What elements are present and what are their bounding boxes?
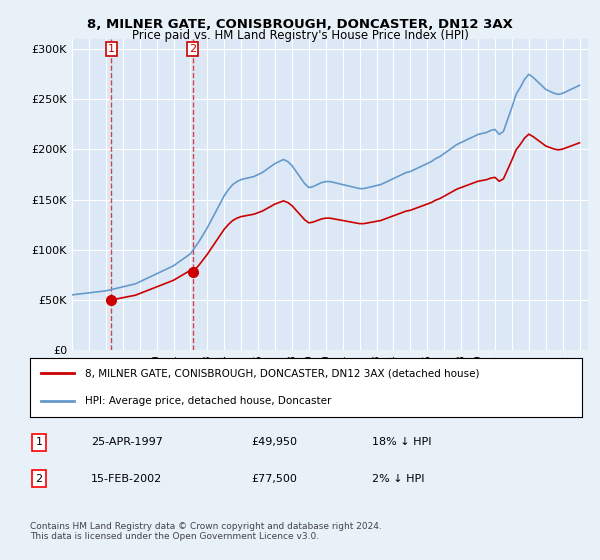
Text: 2% ↓ HPI: 2% ↓ HPI [372, 474, 425, 483]
Text: 8, MILNER GATE, CONISBROUGH, DONCASTER, DN12 3AX: 8, MILNER GATE, CONISBROUGH, DONCASTER, … [87, 18, 513, 31]
Text: 2: 2 [189, 44, 196, 54]
Text: 1: 1 [108, 44, 115, 54]
Text: Contains HM Land Registry data © Crown copyright and database right 2024.
This d: Contains HM Land Registry data © Crown c… [30, 522, 382, 542]
Text: 2: 2 [35, 474, 43, 483]
Text: 18% ↓ HPI: 18% ↓ HPI [372, 437, 432, 447]
Text: 15-FEB-2002: 15-FEB-2002 [91, 474, 162, 483]
Text: 1: 1 [35, 437, 43, 447]
Text: 8, MILNER GATE, CONISBROUGH, DONCASTER, DN12 3AX (detached house): 8, MILNER GATE, CONISBROUGH, DONCASTER, … [85, 368, 480, 378]
Text: Price paid vs. HM Land Registry's House Price Index (HPI): Price paid vs. HM Land Registry's House … [131, 29, 469, 42]
Text: £49,950: £49,950 [251, 437, 297, 447]
Text: £77,500: £77,500 [251, 474, 296, 483]
Text: 25-APR-1997: 25-APR-1997 [91, 437, 163, 447]
Text: HPI: Average price, detached house, Doncaster: HPI: Average price, detached house, Donc… [85, 396, 332, 406]
